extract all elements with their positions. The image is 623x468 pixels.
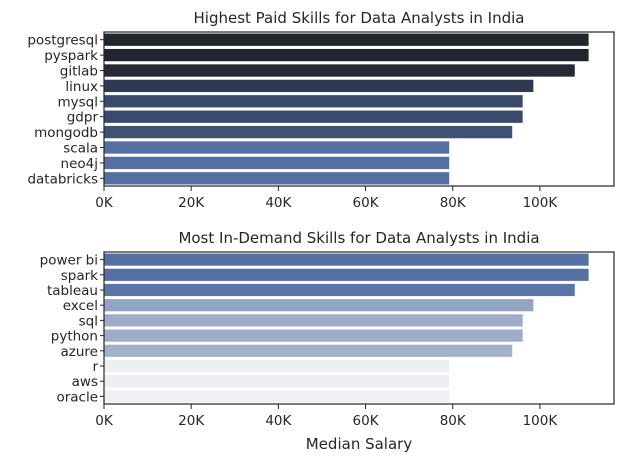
- chart2-axes-frame: [103, 251, 615, 405]
- chart2-title: Most In-Demand Skills for Data Analysts …: [178, 229, 539, 247]
- chart1-bar-gitlab: [104, 64, 575, 77]
- chart2-bar-oracle: [104, 390, 450, 403]
- chart2-bar-power-bi: [104, 253, 589, 266]
- chart2-xtick-label: 100K: [523, 413, 559, 429]
- chart2-category-label: sql: [79, 313, 98, 329]
- chart1-bar-mysql: [104, 95, 523, 108]
- chart1-category-label: mongodb: [34, 125, 98, 141]
- chart2-xtick-label: 80K: [440, 413, 467, 429]
- chart1-category-label: scala: [63, 141, 98, 157]
- chart2-xtick-label: 0K: [95, 413, 114, 429]
- chart1-category-label: gdpr: [67, 110, 99, 126]
- chart2-bar-r: [104, 359, 450, 373]
- chart2-category-label: tableau: [47, 283, 98, 299]
- chart2-xtick-label: 40K: [265, 413, 292, 429]
- chart2-category-label: r: [92, 359, 98, 375]
- chart2-bar-sql: [104, 314, 523, 327]
- chart1-bar-mongodb: [104, 125, 513, 139]
- chart2-category-label: spark: [61, 268, 98, 284]
- chart2-category-label: azure: [61, 344, 98, 360]
- chart1-title: Highest Paid Skills for Data Analysts in…: [194, 9, 525, 27]
- chart1-bar-gdpr: [104, 110, 523, 123]
- chart1-xtick-label: 100K: [523, 195, 559, 211]
- chart2-bar-excel: [104, 299, 534, 312]
- chart1-xtick-label: 80K: [440, 195, 467, 211]
- chart1-bar-databricks: [104, 172, 450, 185]
- chart1-bar-scala: [104, 141, 450, 154]
- chart1-xtick-label: 20K: [178, 195, 205, 211]
- chart2-bar-aws: [104, 375, 450, 388]
- chart1-category-label: linux: [65, 79, 98, 95]
- chart1-category-label: postgresql: [27, 33, 98, 49]
- chart2-bar-python: [104, 329, 523, 342]
- chart1-bar-neo4j: [104, 156, 450, 170]
- chart2-category-label: excel: [63, 298, 98, 314]
- chart1-xtick-label: 0K: [95, 195, 114, 211]
- chart1-axes-frame: [103, 31, 615, 187]
- chart1-bar-pyspark: [104, 48, 589, 62]
- chart1-category-label: gitlab: [60, 64, 98, 80]
- chart2-bar-spark: [104, 268, 589, 281]
- chart2-category-label: aws: [72, 374, 98, 390]
- chart2-xtick-label: 60K: [353, 413, 380, 429]
- chart1-xtick-label: 60K: [353, 195, 380, 211]
- chart2-x-axis-label: Median Salary: [306, 435, 413, 453]
- chart1-category-label: pyspark: [44, 48, 98, 64]
- chart1-category-label: databricks: [27, 171, 98, 187]
- chart2-bar-tableau: [104, 283, 575, 297]
- chart2-xtick-label: 20K: [178, 413, 205, 429]
- chart2-category-label: power bi: [40, 253, 98, 269]
- chart1-bar-postgresql: [104, 33, 589, 46]
- chart1-category-label: mysql: [58, 94, 99, 110]
- chart2-bar-azure: [104, 344, 513, 357]
- chart2-category-label: python: [51, 329, 98, 345]
- chart1-category-label: neo4j: [61, 156, 98, 172]
- chart1-bar-linux: [104, 79, 534, 93]
- chart1-xtick-label: 40K: [265, 195, 292, 211]
- chart2-category-label: oracle: [56, 389, 98, 405]
